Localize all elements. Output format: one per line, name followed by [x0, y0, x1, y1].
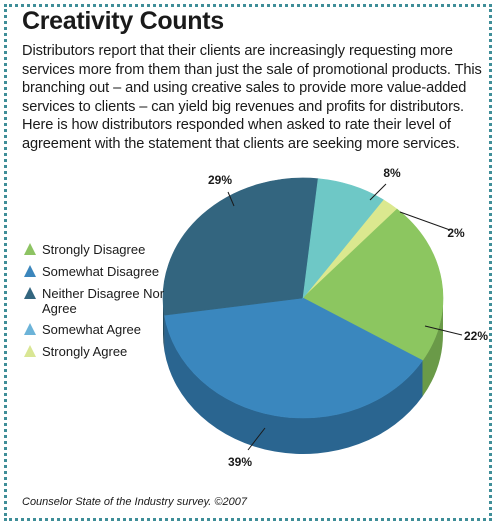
- slice-strongly-disagree: [302, 208, 444, 361]
- legend-item-somewhat-agree: Somewhat Agree: [24, 322, 172, 337]
- triangle-icon: [24, 345, 36, 357]
- triangle-icon: [24, 323, 36, 335]
- triangle-icon: [24, 265, 36, 277]
- legend-label: Somewhat Disagree: [42, 264, 160, 279]
- slice-neither-disagree-nor-agree: [162, 177, 319, 316]
- legend-item-strongly-agree: Strongly Agree: [24, 344, 172, 359]
- leader-line-strongly-agree: [399, 211, 451, 231]
- pie-sides: [163, 298, 443, 454]
- chart-frame: [4, 4, 492, 521]
- data-label-strongly-disagree: 22%: [464, 329, 488, 343]
- pie-labels: 2% 22% 39% 29% 8%: [208, 166, 488, 469]
- leader-line-strongly-disagree: [424, 325, 463, 336]
- legend-item-somewhat-disagree: Somewhat Disagree: [24, 264, 172, 279]
- intro-paragraph: Distributors report that their clients a…: [22, 43, 482, 152]
- data-label-somewhat-disagree: 39%: [228, 455, 252, 469]
- legend-label: Strongly Agree: [42, 344, 128, 359]
- triangle-icon: [24, 243, 36, 255]
- legend-label: Somewhat Agree: [42, 322, 142, 337]
- slice-somewhat-disagree: [164, 297, 423, 419]
- leader-line-neither-disagree-nor-agree: [227, 191, 235, 207]
- legend-item-strongly-disagree: Strongly Disagree: [24, 242, 172, 257]
- source-note: Counselor State of the Industry survey. …: [22, 496, 247, 508]
- leader-line-somewhat-disagree: [247, 427, 266, 451]
- pie-tops: [162, 177, 444, 419]
- slice-side-strongly-disagree: [422, 298, 443, 397]
- pie-leaders: [227, 183, 463, 451]
- slice-side-neither-disagree-nor-agree: [163, 298, 165, 352]
- legend-label: Strongly Disagree: [42, 242, 146, 257]
- leader-line-somewhat-agree: [369, 183, 387, 201]
- slice-somewhat-agree: [302, 178, 384, 299]
- triangle-icon: [24, 287, 36, 299]
- data-label-neither-disagree-nor-agree: 29%: [208, 173, 232, 187]
- data-label-strongly-agree: 2%: [447, 226, 465, 240]
- slice-side-somewhat-disagree: [164, 315, 423, 454]
- chart-title: Creativity Counts: [22, 7, 224, 35]
- legend-item-neither: Neither Disagree Nor Agree: [24, 286, 172, 316]
- data-label-somewhat-agree: 8%: [383, 166, 401, 180]
- legend-label: Neither Disagree Nor Agree: [42, 286, 165, 316]
